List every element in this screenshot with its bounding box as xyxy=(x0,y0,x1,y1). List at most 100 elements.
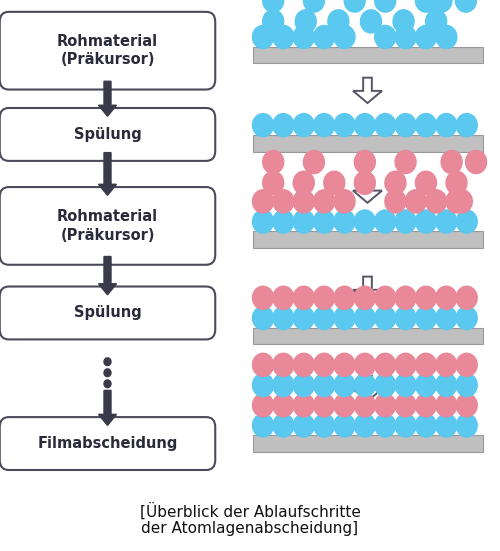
Ellipse shape xyxy=(354,286,376,309)
Ellipse shape xyxy=(395,150,416,174)
Ellipse shape xyxy=(252,25,274,48)
Ellipse shape xyxy=(252,114,274,137)
Text: Rohmaterial
(Präkursor): Rohmaterial (Präkursor) xyxy=(57,209,158,242)
Circle shape xyxy=(104,358,111,366)
Ellipse shape xyxy=(314,114,334,137)
Ellipse shape xyxy=(456,114,477,137)
Bar xyxy=(252,435,482,452)
Polygon shape xyxy=(353,277,382,302)
Ellipse shape xyxy=(252,190,274,213)
Ellipse shape xyxy=(436,286,457,309)
Ellipse shape xyxy=(374,210,396,233)
Ellipse shape xyxy=(416,25,436,48)
Ellipse shape xyxy=(441,150,462,174)
FancyBboxPatch shape xyxy=(0,108,215,161)
Ellipse shape xyxy=(436,114,457,137)
Ellipse shape xyxy=(354,171,376,195)
Ellipse shape xyxy=(456,414,477,437)
Ellipse shape xyxy=(436,306,457,329)
Ellipse shape xyxy=(452,190,472,213)
Ellipse shape xyxy=(436,374,457,397)
Text: Spülung: Spülung xyxy=(74,305,142,321)
Ellipse shape xyxy=(385,190,406,213)
Ellipse shape xyxy=(252,286,274,309)
Ellipse shape xyxy=(354,210,376,233)
Ellipse shape xyxy=(374,374,396,397)
Ellipse shape xyxy=(395,210,416,233)
Ellipse shape xyxy=(395,374,416,397)
Bar xyxy=(252,47,482,63)
Ellipse shape xyxy=(334,414,355,437)
Ellipse shape xyxy=(416,393,436,417)
Text: der Atomlagenabscheidung]: der Atomlagenabscheidung] xyxy=(142,521,358,537)
Ellipse shape xyxy=(393,10,414,33)
Ellipse shape xyxy=(456,353,477,376)
Ellipse shape xyxy=(395,393,416,417)
Ellipse shape xyxy=(456,393,477,417)
Ellipse shape xyxy=(262,0,283,12)
Text: [Überblick der Ablaufschritte: [Überblick der Ablaufschritte xyxy=(140,503,360,520)
Ellipse shape xyxy=(252,210,274,233)
Ellipse shape xyxy=(328,10,349,33)
Ellipse shape xyxy=(374,393,396,417)
Ellipse shape xyxy=(273,306,294,329)
Ellipse shape xyxy=(293,374,314,397)
Ellipse shape xyxy=(273,286,294,309)
Ellipse shape xyxy=(273,374,294,397)
FancyBboxPatch shape xyxy=(0,187,215,265)
Ellipse shape xyxy=(334,374,355,397)
Ellipse shape xyxy=(314,353,334,376)
Ellipse shape xyxy=(334,286,355,309)
Ellipse shape xyxy=(334,190,355,213)
Ellipse shape xyxy=(273,353,294,376)
Polygon shape xyxy=(353,177,382,203)
Ellipse shape xyxy=(252,374,274,397)
Ellipse shape xyxy=(436,353,457,376)
Bar xyxy=(252,328,482,344)
Ellipse shape xyxy=(293,393,314,417)
Ellipse shape xyxy=(416,353,436,376)
Ellipse shape xyxy=(395,25,416,48)
Ellipse shape xyxy=(314,374,334,397)
Ellipse shape xyxy=(252,414,274,437)
Ellipse shape xyxy=(273,414,294,437)
Ellipse shape xyxy=(395,286,416,309)
Ellipse shape xyxy=(374,414,396,437)
Ellipse shape xyxy=(374,306,396,329)
Ellipse shape xyxy=(416,0,436,12)
Ellipse shape xyxy=(456,286,477,309)
Ellipse shape xyxy=(446,190,467,213)
Polygon shape xyxy=(353,78,382,103)
Ellipse shape xyxy=(314,306,334,329)
Ellipse shape xyxy=(374,286,396,309)
Ellipse shape xyxy=(436,210,457,233)
Ellipse shape xyxy=(296,10,316,33)
Ellipse shape xyxy=(426,190,446,213)
Ellipse shape xyxy=(252,306,274,329)
Ellipse shape xyxy=(293,414,314,437)
Ellipse shape xyxy=(416,306,436,329)
FancyArrow shape xyxy=(98,390,116,425)
Ellipse shape xyxy=(334,25,355,48)
Ellipse shape xyxy=(252,353,274,376)
Ellipse shape xyxy=(314,190,334,213)
Ellipse shape xyxy=(334,393,355,417)
Ellipse shape xyxy=(273,190,294,213)
FancyBboxPatch shape xyxy=(0,287,215,339)
Ellipse shape xyxy=(416,286,436,309)
Ellipse shape xyxy=(354,393,376,417)
Circle shape xyxy=(104,380,111,388)
Ellipse shape xyxy=(344,0,365,12)
FancyArrow shape xyxy=(98,153,116,196)
Circle shape xyxy=(104,369,111,377)
Ellipse shape xyxy=(262,10,283,33)
Bar xyxy=(252,135,482,152)
Ellipse shape xyxy=(314,286,334,309)
Ellipse shape xyxy=(324,171,345,195)
Ellipse shape xyxy=(395,114,416,137)
Ellipse shape xyxy=(273,25,294,48)
Ellipse shape xyxy=(252,393,274,417)
Ellipse shape xyxy=(293,190,314,213)
Ellipse shape xyxy=(314,210,334,233)
FancyBboxPatch shape xyxy=(0,417,215,470)
